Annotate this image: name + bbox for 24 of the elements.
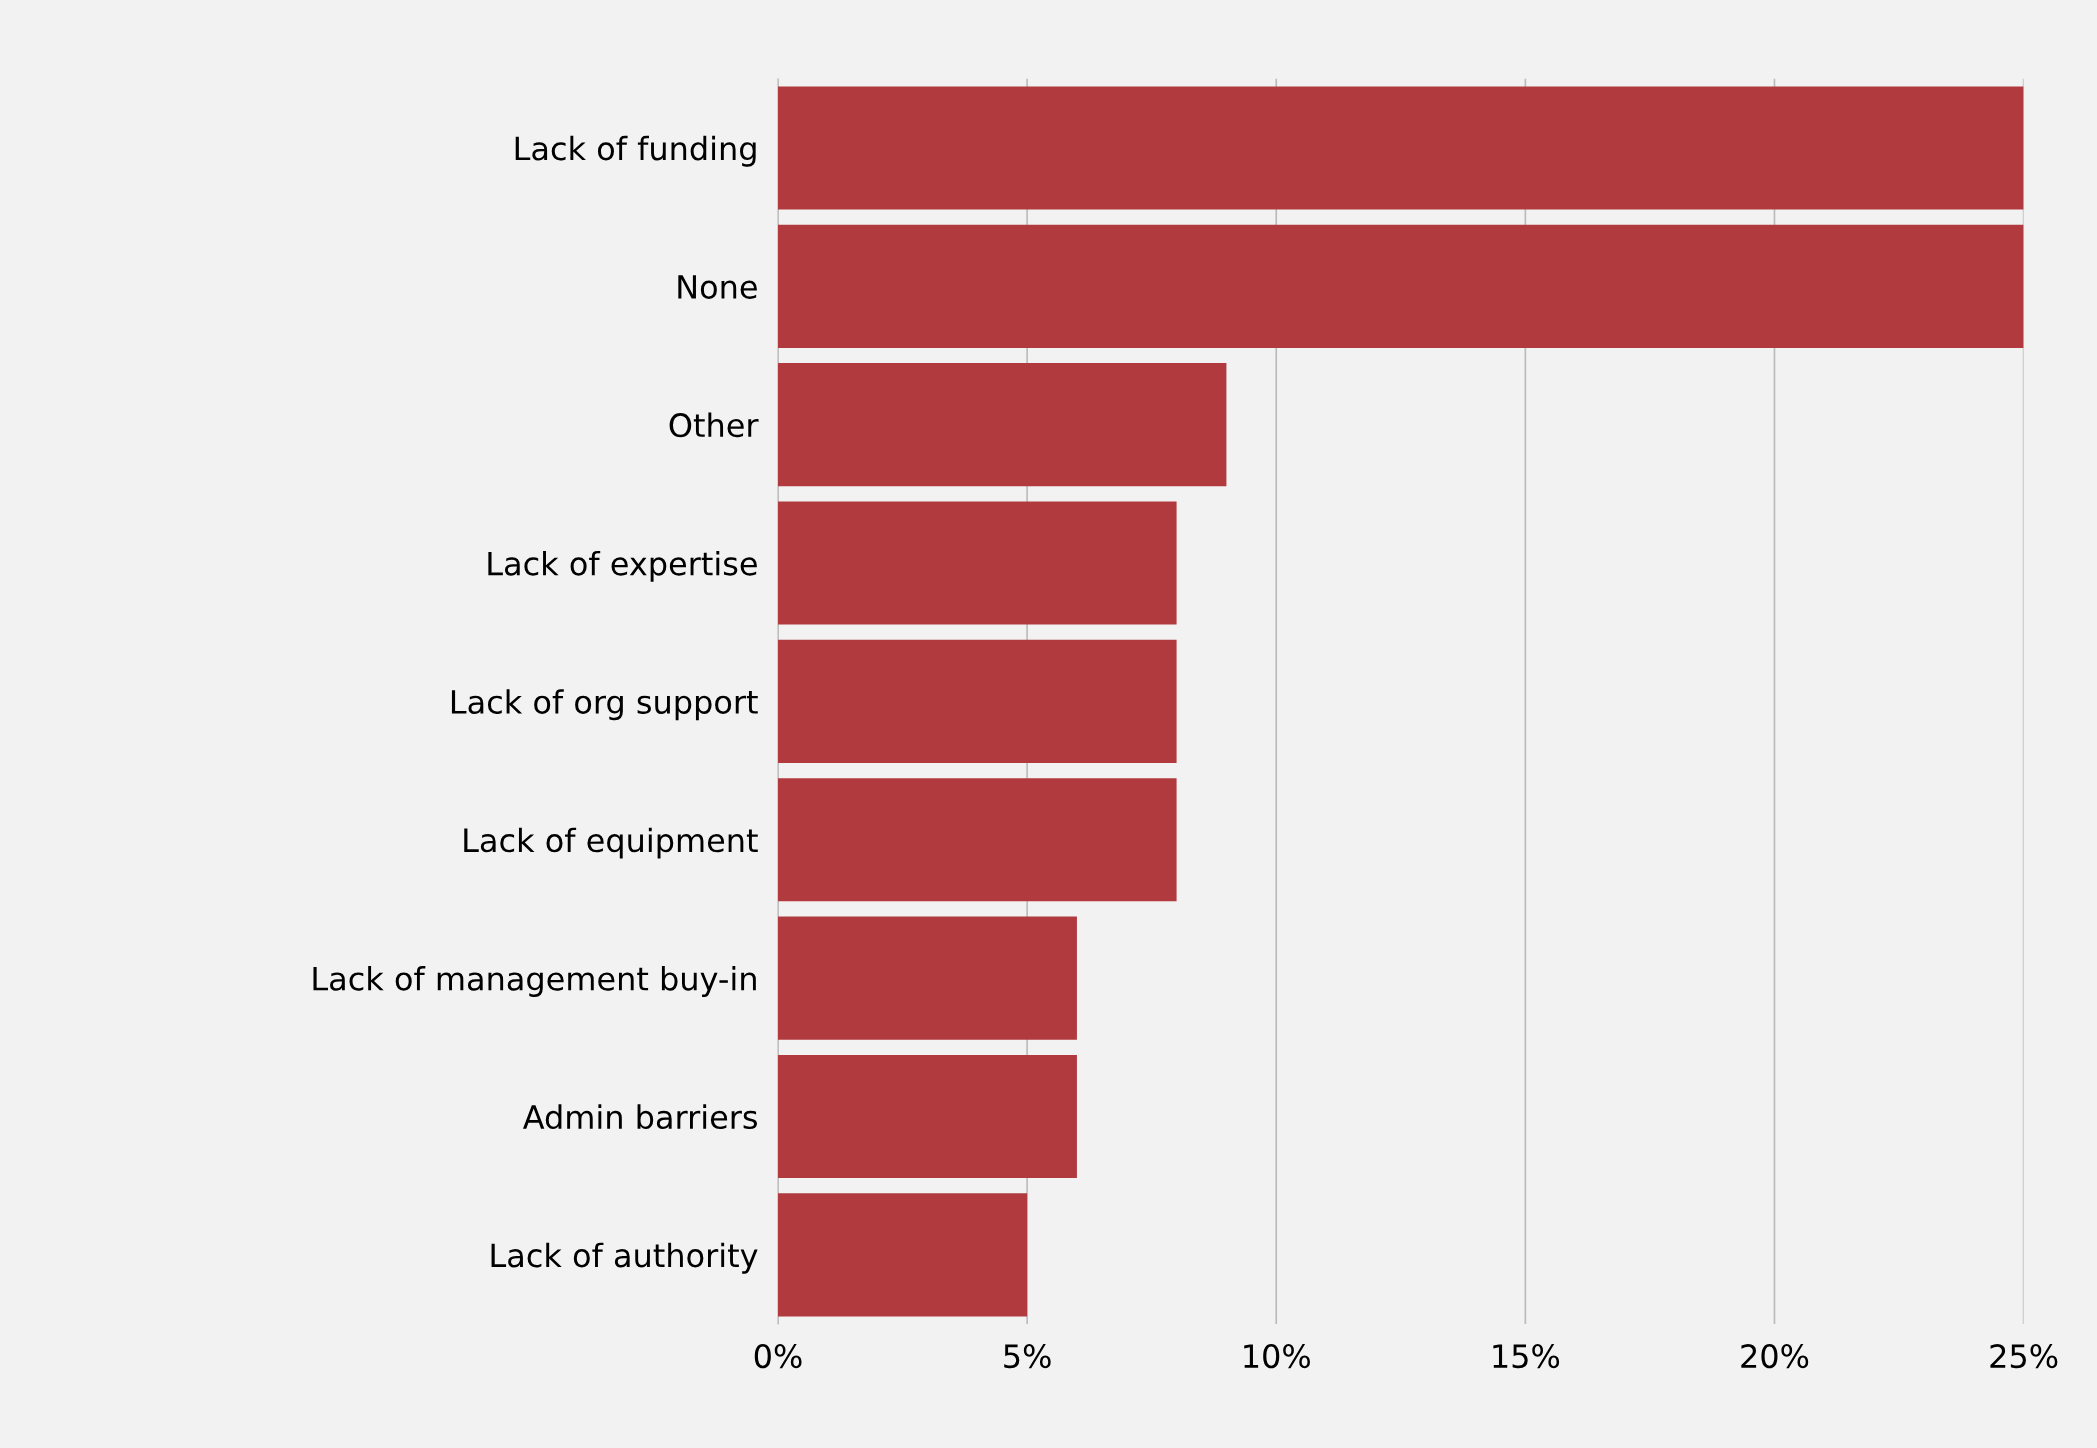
x-tick-label: 25% [1990,1344,2058,1369]
x-tick-label: 0% [754,1344,802,1369]
bar [777,778,1177,902]
x-tick-label: 15% [1493,1344,1560,1369]
bar [777,363,1227,487]
y-tick-label: Lack of authority [491,1242,758,1274]
y-tick-label: Lack of funding [515,135,756,167]
y-tick-label: Lack of org support [451,689,758,721]
bar [777,1054,1077,1179]
y-tick-label: Lack of equipment [464,827,758,859]
bar [777,224,2024,348]
x-tick-label: 20% [1741,1344,1809,1369]
y-tick-label: Lack of management buy-in [313,966,756,997]
bar [777,916,1077,1040]
bar [777,1193,1028,1317]
y-tick-label: None [678,275,757,299]
y-tick-label: Admin barriers [522,1104,757,1130]
x-tick-label: 10% [1244,1344,1310,1369]
bar [777,639,1177,763]
y-tick-label: Lack of expertise [488,550,757,582]
y-tick-label: Other [669,412,759,438]
bar [777,501,1177,625]
x-tick-label: 5% [1004,1344,1051,1369]
bar [777,86,2024,210]
